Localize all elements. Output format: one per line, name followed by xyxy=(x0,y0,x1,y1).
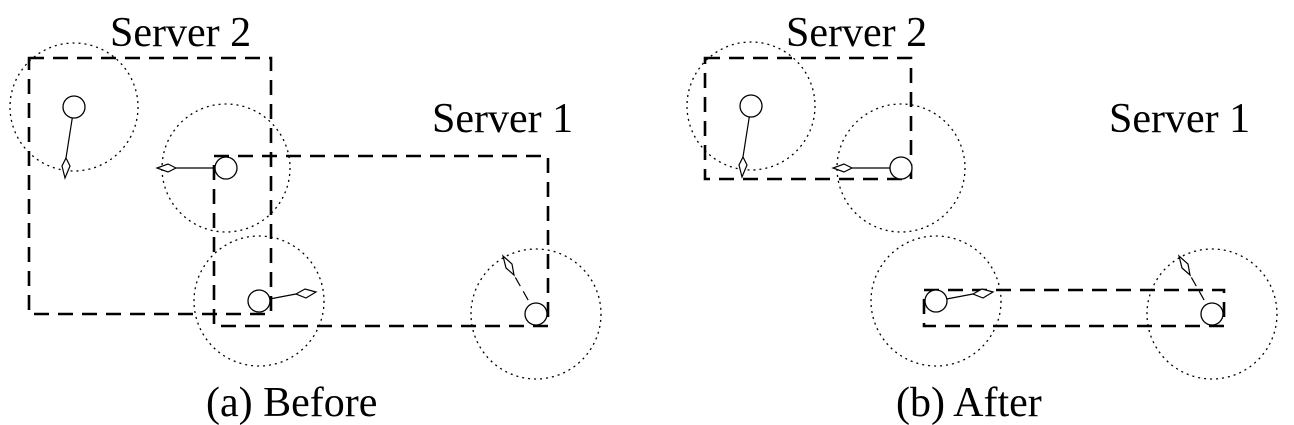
node-marker xyxy=(889,156,913,180)
node-marker xyxy=(214,156,238,180)
node-range-circle xyxy=(9,42,139,172)
server-2-label: Server 2 xyxy=(110,10,251,56)
node-range-circle xyxy=(161,103,291,233)
mobile-node xyxy=(155,156,238,180)
node-range-circle xyxy=(470,248,602,380)
node-range-circle xyxy=(836,103,966,233)
server-2-region xyxy=(703,56,913,181)
node-marker xyxy=(247,289,271,313)
mobile-node xyxy=(738,94,763,179)
motion-arrowhead xyxy=(61,156,71,180)
node-marker xyxy=(739,94,763,118)
node-marker xyxy=(524,302,548,326)
mobile-node xyxy=(247,288,318,313)
node-marker xyxy=(924,289,948,313)
panel-caption-before: (a) Before xyxy=(206,380,377,425)
motion-arrowhead xyxy=(294,288,318,299)
server-2-label: Server 2 xyxy=(786,10,927,56)
server-1-region xyxy=(922,288,1226,328)
panel-after: Server 2 Server 1 (b) After xyxy=(686,10,1278,425)
server-2-region xyxy=(27,56,273,316)
motion-arrowhead xyxy=(738,155,748,179)
motion-arrowhead xyxy=(1177,254,1191,277)
node-marker xyxy=(62,95,86,119)
server-1-label: Server 1 xyxy=(1109,96,1250,142)
node-range-circle xyxy=(686,41,816,171)
node-range-circle xyxy=(193,235,325,367)
motion-arrowhead xyxy=(501,254,515,277)
node-range-circle xyxy=(1146,248,1278,380)
mobile-node xyxy=(924,288,995,313)
motion-arrowhead xyxy=(155,163,178,173)
node-marker xyxy=(1200,302,1224,326)
mobile-node xyxy=(1177,254,1224,326)
panel-before: Server 2 Server 1 (a) Before xyxy=(9,10,602,425)
server-1-label: Server 1 xyxy=(432,96,573,142)
mobile-node xyxy=(501,254,548,326)
node-range-circle xyxy=(870,235,1002,367)
mobile-node xyxy=(61,95,86,180)
panel-caption-after: (b) After xyxy=(896,380,1042,425)
motion-arrowhead xyxy=(971,288,995,299)
mobile-node xyxy=(831,156,913,180)
motion-arrowhead xyxy=(831,163,854,173)
server-1-region xyxy=(212,154,550,328)
